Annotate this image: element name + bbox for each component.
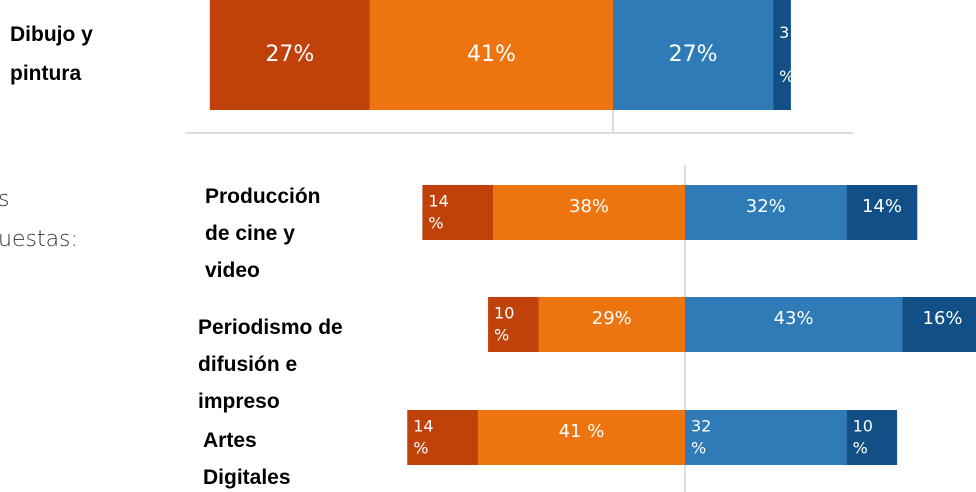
value-label: 32% — [691, 416, 711, 457]
bar-segment — [773, 0, 791, 110]
category-label: Producción de cine y video — [205, 185, 321, 282]
bar-segment — [846, 410, 898, 465]
category-label: Periodismo de difusión e impreso — [198, 316, 343, 413]
value-label: 16% — [923, 308, 963, 329]
value-label: 10% — [853, 416, 873, 457]
value-label: 27% — [265, 42, 314, 67]
bar-segment — [477, 410, 685, 465]
value-label: 41% — [467, 42, 516, 67]
bar-segment — [685, 297, 903, 352]
value-label: 27% — [669, 42, 718, 67]
bar-segment — [422, 185, 494, 240]
bar-segment — [369, 0, 613, 110]
value-label: 14% — [413, 416, 433, 457]
bar-segment — [493, 185, 685, 240]
bar-segment — [685, 185, 847, 240]
value-label: 14% — [862, 196, 902, 217]
bar-segment — [902, 297, 976, 352]
text-fragment: uestas: — [0, 227, 78, 252]
bar-segment — [538, 297, 685, 352]
value-label: 38% — [569, 196, 609, 217]
value-label: 10% — [494, 303, 514, 344]
bar-segment — [846, 185, 918, 240]
category-label: Dibujo y pintura — [10, 23, 93, 85]
bar-segment — [613, 0, 774, 110]
bar-segment — [407, 410, 478, 465]
value-label: 41 % — [559, 421, 605, 442]
category-label: Artes Digitales — [203, 429, 291, 489]
value-label: 29% — [592, 308, 632, 329]
value-label: 43% — [774, 308, 814, 329]
bar-segment — [209, 0, 370, 110]
value-label: 14% — [428, 191, 448, 232]
text-fragment: s — [0, 187, 9, 212]
bar-segment — [488, 297, 539, 352]
value-label: 32% — [746, 196, 786, 217]
bar-segment — [685, 410, 847, 465]
value-label: 3% — [779, 23, 794, 86]
